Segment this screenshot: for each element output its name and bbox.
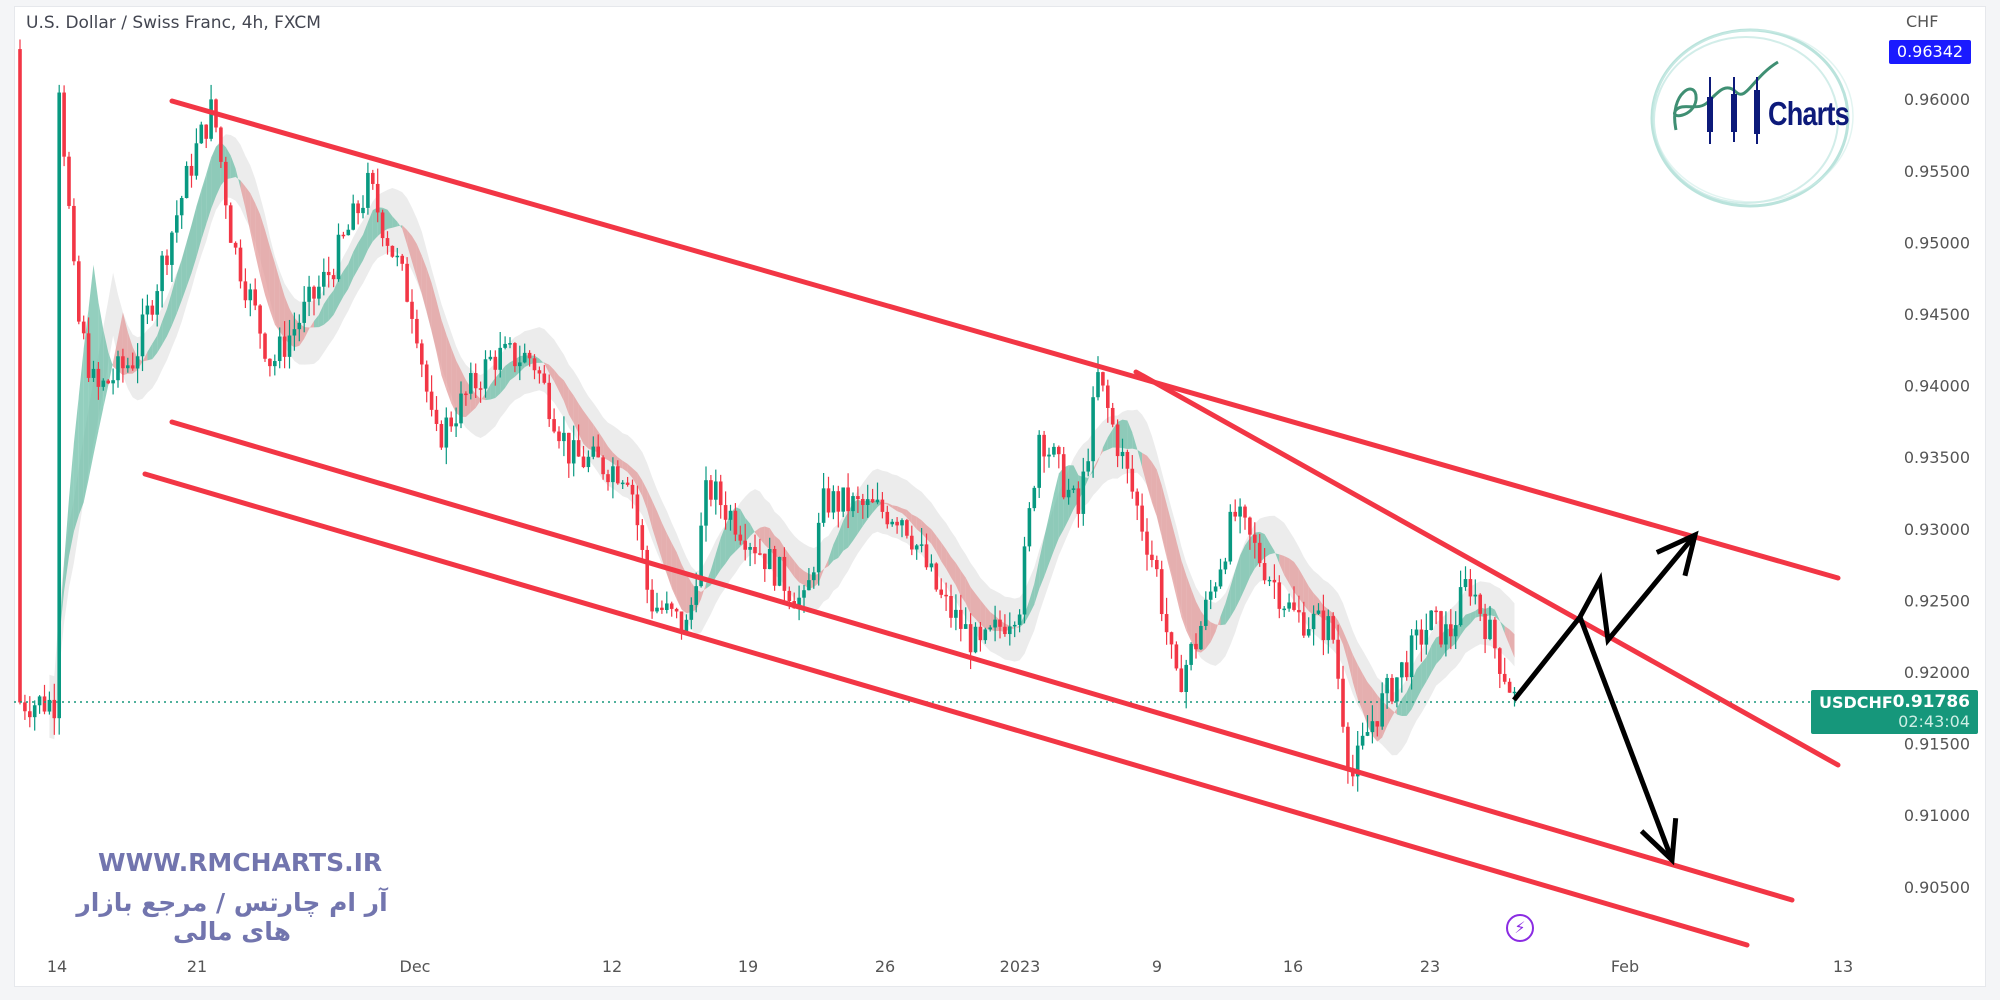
y-tick-label: 0.93000 <box>1904 520 1970 539</box>
high-price-badge: 0.96342 <box>1889 40 1971 64</box>
bolt-icon[interactable]: ⚡ <box>1506 914 1534 942</box>
x-tick-label: 23 <box>1420 957 1440 976</box>
x-tick-label: Dec <box>400 957 431 976</box>
trendlines[interactable] <box>142 98 1841 948</box>
y-tick-label: 0.91500 <box>1904 735 1970 754</box>
watermark-url: WWW.RMCHARTS.IR <box>98 848 383 877</box>
y-tick-label: 0.95000 <box>1904 233 1970 252</box>
currency-label: CHF <box>1906 12 1939 31</box>
x-tick-label: Feb <box>1611 957 1639 976</box>
x-tick-label: 26 <box>875 957 895 976</box>
y-axis[interactable]: 0.96000 0.95500 0.95000 0.94500 0.94000 0.935… <box>1904 90 1970 897</box>
rmcharts-logo <box>1650 28 1854 208</box>
x-tick-label: 19 <box>738 957 758 976</box>
y-tick-label: 0.91000 <box>1904 806 1970 825</box>
bullish-scenario[interactable] <box>1512 533 1697 702</box>
last-price-badge: USDCHF 0.91786 02:43:04 <box>1811 690 1978 734</box>
channel-upper[interactable] <box>169 98 1841 581</box>
x-tick-label: 12 <box>602 957 622 976</box>
channel-bottom[interactable] <box>142 471 1750 948</box>
chart-title: U.S. Dollar / Swiss Franc, 4h, FXCM <box>26 13 321 33</box>
x-tick-label: 13 <box>1833 957 1853 976</box>
logo-text: Charts <box>1768 95 1850 132</box>
y-tick-label: 0.94500 <box>1904 305 1970 324</box>
bar-countdown: 02:43:04 <box>1898 712 1970 731</box>
y-tick-label: 0.95500 <box>1904 162 1970 181</box>
bearish-scenario[interactable] <box>1577 616 1675 861</box>
y-tick-label: 0.92500 <box>1904 591 1970 610</box>
arrowhead-icon <box>1655 530 1699 577</box>
x-tick-label: 9 <box>1152 957 1162 976</box>
y-tick-label: 0.92000 <box>1904 663 1970 682</box>
y-tick-label: 0.96000 <box>1904 90 1970 109</box>
x-tick-label: 2023 <box>1000 957 1041 976</box>
descending-trendline[interactable] <box>1133 369 1841 768</box>
x-tick-label: 21 <box>187 957 207 976</box>
last-price: 0.91786 <box>1892 692 1970 712</box>
watermark-tagline: آر ام چارتس / مرجع بازار های مالی <box>76 888 388 946</box>
y-tick-label: 0.94000 <box>1904 377 1970 396</box>
candlesticks <box>18 39 1517 792</box>
x-tick-label: 14 <box>47 957 67 976</box>
y-tick-label: 0.93500 <box>1904 448 1970 467</box>
x-axis[interactable]: 14 21 Dec 12 19 26 2023 9 16 23 Feb 13 <box>47 957 1853 976</box>
ma-ribbon <box>59 142 1515 742</box>
x-tick-label: 16 <box>1283 957 1303 976</box>
symbol-label: USDCHF <box>1819 693 1893 712</box>
scenario-arrows[interactable] <box>1512 530 1699 866</box>
arrowhead-icon <box>1639 817 1679 866</box>
y-tick-label: 0.90500 <box>1904 878 1970 897</box>
channel-lower[interactable] <box>169 419 1795 903</box>
